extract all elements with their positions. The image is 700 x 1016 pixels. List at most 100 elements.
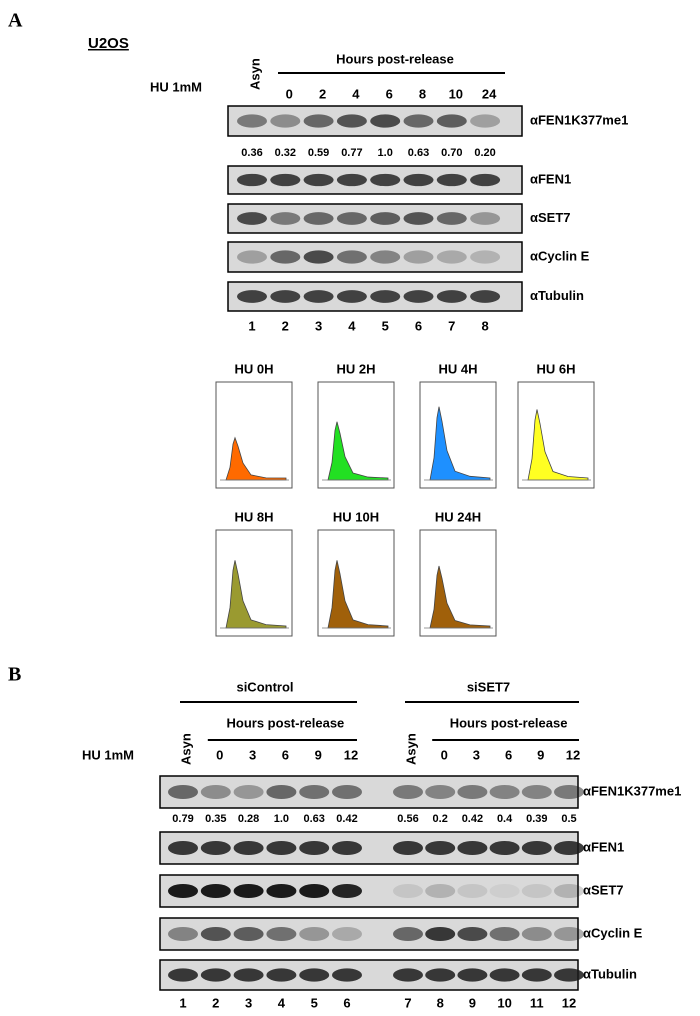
band bbox=[237, 250, 267, 264]
band bbox=[303, 173, 334, 187]
band bbox=[200, 968, 231, 982]
lane-number: 9 bbox=[469, 995, 476, 1010]
quantification: 0.56 bbox=[397, 813, 418, 825]
lane-number: 3 bbox=[245, 995, 252, 1010]
group-name: siSET7 bbox=[467, 679, 510, 694]
lane-number: 3 bbox=[315, 318, 322, 333]
band bbox=[403, 212, 434, 225]
lane-label: Asyn bbox=[247, 58, 262, 90]
band bbox=[521, 883, 552, 899]
lane-label: 3 bbox=[249, 747, 256, 762]
lane-label: 9 bbox=[537, 747, 544, 762]
band bbox=[332, 968, 362, 982]
histogram-peak bbox=[327, 421, 389, 481]
treatment: HU 1mM bbox=[150, 79, 202, 94]
band bbox=[303, 250, 334, 264]
band bbox=[270, 212, 301, 225]
band bbox=[470, 212, 501, 225]
band bbox=[393, 968, 423, 982]
histogram-peak bbox=[327, 560, 389, 629]
lane-label: 0 bbox=[441, 747, 448, 762]
quantification: 0.63 bbox=[408, 147, 429, 159]
band bbox=[393, 840, 423, 856]
lane-number: 5 bbox=[311, 995, 318, 1010]
lane-label: 0 bbox=[286, 86, 293, 101]
header: Hours post-release bbox=[450, 715, 568, 730]
band bbox=[266, 883, 297, 899]
lane-number: 2 bbox=[282, 318, 289, 333]
band bbox=[370, 290, 401, 303]
histogram-title: HU 6H bbox=[536, 361, 575, 376]
band bbox=[303, 114, 334, 128]
band bbox=[470, 290, 501, 303]
band bbox=[403, 290, 434, 303]
quantification: 0.35 bbox=[205, 813, 226, 825]
band bbox=[200, 784, 231, 800]
band bbox=[299, 784, 330, 800]
band bbox=[299, 883, 330, 899]
band bbox=[521, 784, 552, 800]
quantification: 0.36 bbox=[241, 147, 262, 159]
header: Hours post-release bbox=[336, 51, 454, 66]
band bbox=[200, 926, 231, 942]
band bbox=[168, 840, 198, 856]
band bbox=[436, 290, 467, 303]
lane-number: 6 bbox=[415, 318, 422, 333]
lane-number: 4 bbox=[278, 995, 286, 1010]
quantification: 0.2 bbox=[433, 813, 448, 825]
lane-label: 2 bbox=[319, 86, 326, 101]
band bbox=[403, 173, 434, 187]
band bbox=[425, 840, 456, 856]
band bbox=[336, 250, 367, 264]
treatment: HU 1mM bbox=[82, 747, 134, 762]
band bbox=[425, 883, 456, 899]
lane-number: 8 bbox=[481, 318, 488, 333]
histogram-title: HU 8H bbox=[234, 509, 273, 524]
quantification: 0.5 bbox=[561, 813, 576, 825]
band bbox=[393, 784, 423, 800]
band bbox=[370, 250, 401, 264]
quantification: 1.0 bbox=[378, 147, 393, 159]
antibody-label: αTubulin bbox=[583, 966, 637, 981]
quantification: 0.63 bbox=[303, 813, 324, 825]
band bbox=[470, 250, 501, 264]
band bbox=[299, 840, 330, 856]
antibody-label: αCyclin E bbox=[530, 248, 590, 263]
band bbox=[436, 212, 467, 225]
band bbox=[336, 173, 367, 187]
histogram-peak bbox=[429, 406, 491, 481]
lane-number: 4 bbox=[348, 318, 356, 333]
histogram-title: HU 0H bbox=[234, 361, 273, 376]
histogram-title: HU 10H bbox=[333, 509, 379, 524]
band bbox=[303, 212, 334, 225]
band bbox=[554, 926, 584, 942]
band bbox=[489, 968, 520, 982]
lane-number: 6 bbox=[343, 995, 350, 1010]
band bbox=[489, 784, 520, 800]
band bbox=[470, 173, 501, 187]
band bbox=[266, 784, 297, 800]
band bbox=[489, 926, 520, 942]
histogram-peak bbox=[429, 565, 491, 629]
quantification: 1.0 bbox=[274, 813, 289, 825]
quantification: 0.77 bbox=[341, 147, 362, 159]
quantification: 0.70 bbox=[441, 147, 462, 159]
band bbox=[336, 290, 367, 303]
quantification: 0.79 bbox=[172, 813, 193, 825]
band bbox=[233, 784, 264, 800]
histogram-title: HU 24H bbox=[435, 509, 481, 524]
lane-number: 5 bbox=[382, 318, 389, 333]
antibody-label: αFEN1 bbox=[530, 171, 571, 186]
band bbox=[237, 290, 267, 303]
band bbox=[270, 173, 301, 187]
band bbox=[457, 968, 488, 982]
lane-label: Asyn bbox=[178, 733, 193, 765]
band bbox=[233, 968, 264, 982]
band bbox=[303, 290, 334, 303]
lane-label: Asyn bbox=[403, 733, 418, 765]
band bbox=[237, 173, 267, 187]
group-name: siControl bbox=[236, 679, 293, 694]
band bbox=[554, 784, 584, 800]
antibody-label: αTubulin bbox=[530, 288, 584, 303]
band bbox=[425, 926, 456, 942]
